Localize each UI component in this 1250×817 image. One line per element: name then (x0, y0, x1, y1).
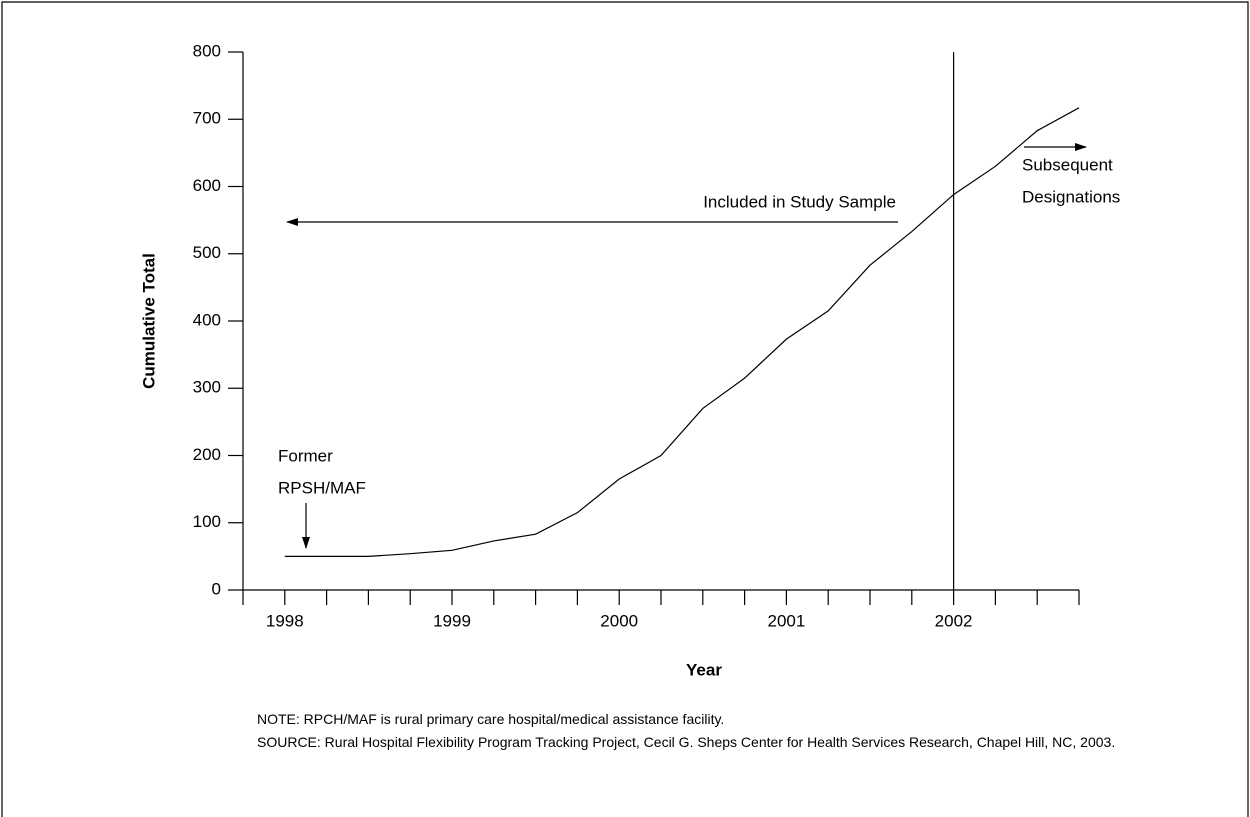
source: SOURCE: Rural Hospital Flexibility Progr… (257, 734, 1116, 750)
x-tick-label: 1998 (266, 611, 304, 630)
annotation: RPSH/MAF (278, 478, 366, 497)
y-tick-label: 100 (193, 512, 221, 531)
y-tick-label: 600 (193, 176, 221, 195)
y-axis-label: Cumulative Total (139, 253, 158, 389)
y-tick-label: 400 (193, 310, 221, 329)
x-tick-label: 1999 (433, 611, 471, 630)
y-tick-label: 0 (212, 579, 221, 598)
note: NOTE: RPCH/MAF is rural primary care hos… (257, 711, 725, 727)
y-tick-label: 300 (193, 378, 221, 397)
y-tick-label: 800 (193, 41, 221, 60)
y-tick-label: 500 (193, 243, 221, 262)
y-tick-label: 700 (193, 109, 221, 128)
line-series (284, 107, 1080, 557)
notes: NOTE: RPCH/MAF is rural primary care hos… (257, 710, 1127, 756)
x-tick-label: 2002 (935, 611, 973, 630)
x-tick-label: 2000 (600, 611, 638, 630)
x-axis-label: Year (686, 660, 722, 679)
x-tick-label: 2001 (767, 611, 805, 630)
annotation: Subsequent (1022, 155, 1113, 174)
annotation: Included in Study Sample (703, 192, 896, 211)
y-tick-label: 200 (193, 445, 221, 464)
annotation: Designations (1022, 187, 1120, 206)
annotation: Former (278, 446, 333, 465)
